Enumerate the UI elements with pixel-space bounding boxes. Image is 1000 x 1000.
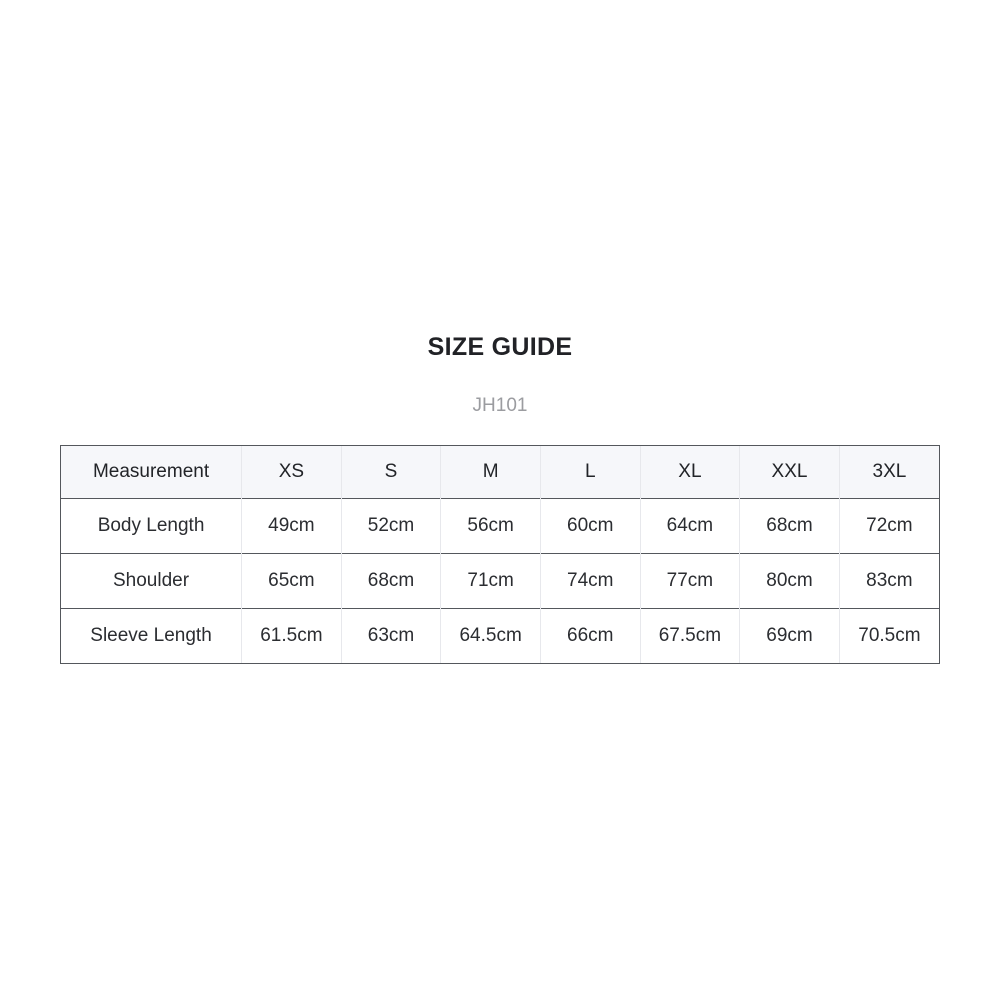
value-cell: 68cm bbox=[340, 553, 441, 609]
value-cell: 64cm bbox=[639, 498, 740, 554]
table-row-shoulder: Shoulder 65cm 68cm 71cm 74cm 77cm 80cm 8… bbox=[61, 553, 939, 609]
value-cell: 49cm bbox=[241, 498, 342, 554]
row-label-cell: Shoulder bbox=[61, 553, 242, 609]
row-label-cell: Sleeve Length bbox=[61, 608, 242, 663]
table-row-sleeve-length: Sleeve Length 61.5cm 63cm 64.5cm 66cm 67… bbox=[61, 608, 939, 663]
value-cell: 52cm bbox=[340, 498, 441, 554]
value-cell: 56cm bbox=[440, 498, 541, 554]
header-cell-xs: XS bbox=[241, 446, 342, 499]
size-table-container: Measurement XS S M L XL XXL 3XL Body Len… bbox=[60, 445, 940, 664]
header-cell-s: S bbox=[340, 446, 441, 499]
header-row: Measurement XS S M L XL XXL 3XL bbox=[61, 446, 939, 499]
value-cell: 70.5cm bbox=[838, 608, 939, 663]
header-cell-l: L bbox=[539, 446, 641, 499]
header-cell-measurement: Measurement bbox=[61, 446, 242, 499]
header-cell-3xl: 3XL bbox=[838, 446, 939, 499]
page-title: SIZE GUIDE bbox=[427, 333, 573, 361]
value-cell: 68cm bbox=[739, 498, 840, 554]
value-cell: 67.5cm bbox=[639, 608, 740, 663]
value-cell: 63cm bbox=[340, 608, 441, 663]
value-cell: 77cm bbox=[639, 553, 740, 609]
value-cell: 69cm bbox=[739, 608, 840, 663]
value-cell: 60cm bbox=[539, 498, 641, 554]
table-row-body-length: Body Length 49cm 52cm 56cm 60cm 64cm 68c… bbox=[61, 498, 939, 554]
value-cell: 65cm bbox=[241, 553, 342, 609]
value-cell: 71cm bbox=[440, 553, 541, 609]
header-cell-xl: XL bbox=[639, 446, 740, 499]
value-cell: 80cm bbox=[739, 553, 840, 609]
product-code: JH101 bbox=[472, 395, 528, 416]
size-chart-table: Measurement XS S M L XL XXL 3XL Body Len… bbox=[61, 446, 939, 663]
value-cell: 61.5cm bbox=[241, 608, 342, 663]
size-table-head: Measurement XS S M L XL XXL 3XL bbox=[61, 446, 939, 499]
value-cell: 66cm bbox=[539, 608, 641, 663]
size-guide-content: SIZE GUIDE JH101 Measurement XS S M L XL… bbox=[60, 333, 940, 664]
value-cell: 83cm bbox=[838, 553, 939, 609]
value-cell: 74cm bbox=[539, 553, 641, 609]
size-table-body: Body Length 49cm 52cm 56cm 60cm 64cm 68c… bbox=[61, 498, 939, 663]
header-cell-m: M bbox=[440, 446, 541, 499]
value-cell: 64.5cm bbox=[440, 608, 541, 663]
header-cell-xxl: XXL bbox=[739, 446, 840, 499]
value-cell: 72cm bbox=[838, 498, 939, 554]
row-label-cell: Body Length bbox=[61, 498, 242, 554]
